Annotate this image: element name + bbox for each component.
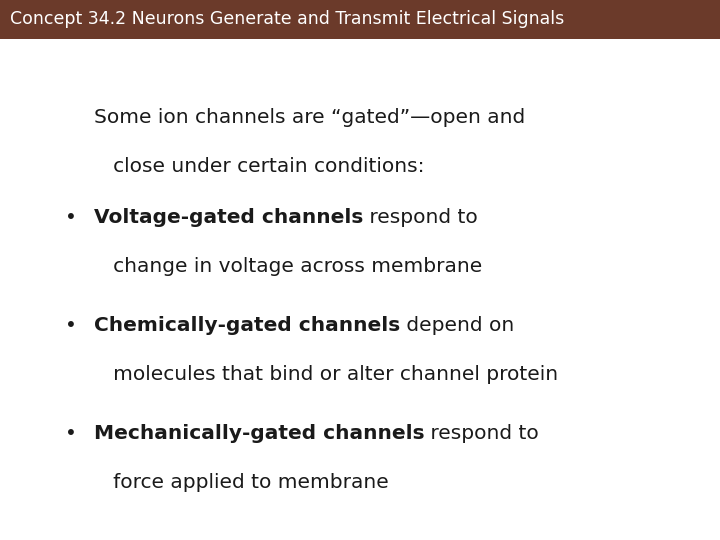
Text: •: • <box>65 424 76 443</box>
Text: change in voltage across membrane: change in voltage across membrane <box>94 256 482 275</box>
Text: Voltage-gated channels: Voltage-gated channels <box>94 208 363 227</box>
Text: close under certain conditions:: close under certain conditions: <box>94 157 424 176</box>
Text: molecules that bind or alter channel protein: molecules that bind or alter channel pro… <box>94 364 558 383</box>
Text: Mechanically-gated channels: Mechanically-gated channels <box>94 424 424 443</box>
Text: depend on: depend on <box>400 316 514 335</box>
Text: force applied to membrane: force applied to membrane <box>94 472 388 491</box>
Bar <box>0 0 720 39</box>
Text: respond to: respond to <box>363 208 478 227</box>
Text: respond to: respond to <box>424 424 539 443</box>
Text: Chemically-gated channels: Chemically-gated channels <box>94 316 400 335</box>
Text: Some ion channels are “gated”—open and: Some ion channels are “gated”—open and <box>94 108 525 127</box>
Text: •: • <box>65 316 76 335</box>
Text: •: • <box>65 208 76 227</box>
Text: Concept 34.2 Neurons Generate and Transmit Electrical Signals: Concept 34.2 Neurons Generate and Transm… <box>10 10 564 29</box>
